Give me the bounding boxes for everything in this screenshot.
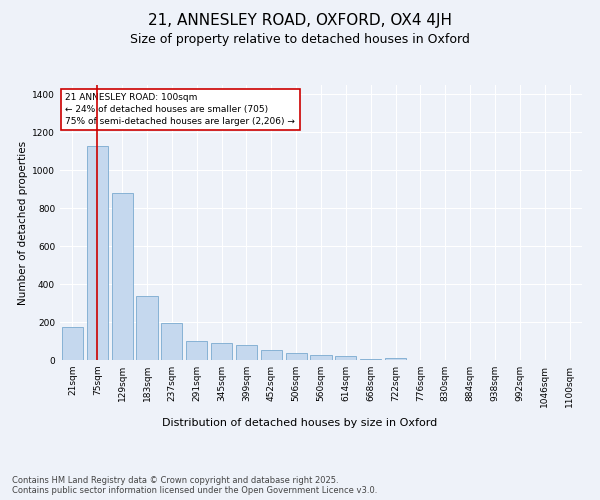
Bar xyxy=(236,345,257,360)
Bar xyxy=(335,356,356,360)
Bar xyxy=(310,356,332,360)
Bar xyxy=(161,323,182,360)
Bar xyxy=(286,354,307,360)
Bar xyxy=(136,296,158,360)
Bar xyxy=(87,146,108,360)
Bar xyxy=(211,344,232,360)
Bar xyxy=(112,193,133,360)
Text: 21 ANNESLEY ROAD: 100sqm
← 24% of detached houses are smaller (705)
75% of semi-: 21 ANNESLEY ROAD: 100sqm ← 24% of detach… xyxy=(65,93,295,126)
Bar xyxy=(360,359,381,360)
Bar xyxy=(261,350,282,360)
Text: Size of property relative to detached houses in Oxford: Size of property relative to detached ho… xyxy=(130,32,470,46)
Bar xyxy=(62,327,83,360)
Text: Contains HM Land Registry data © Crown copyright and database right 2025.
Contai: Contains HM Land Registry data © Crown c… xyxy=(12,476,377,495)
Bar xyxy=(186,341,207,360)
Text: 21, ANNESLEY ROAD, OXFORD, OX4 4JH: 21, ANNESLEY ROAD, OXFORD, OX4 4JH xyxy=(148,12,452,28)
Y-axis label: Number of detached properties: Number of detached properties xyxy=(18,140,28,304)
Bar xyxy=(385,358,406,360)
Text: Distribution of detached houses by size in Oxford: Distribution of detached houses by size … xyxy=(163,418,437,428)
